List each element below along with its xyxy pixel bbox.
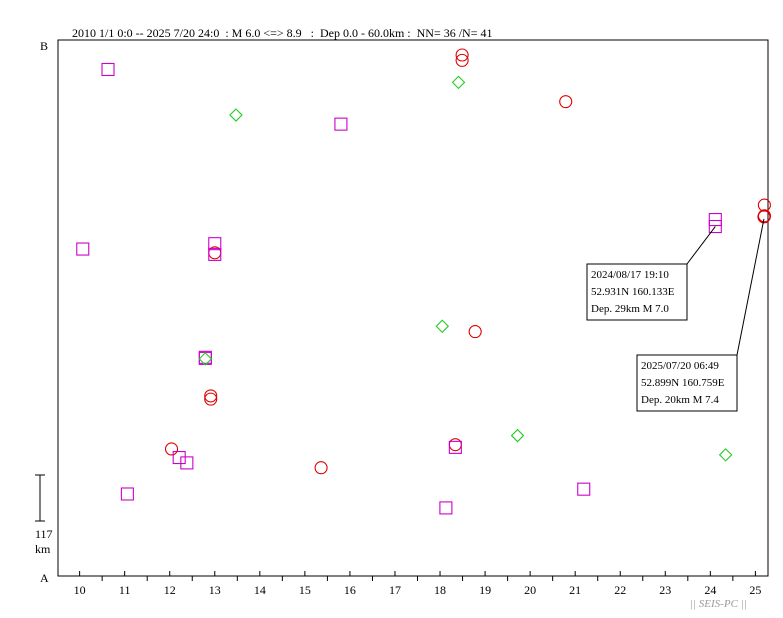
circle-marker: [448, 438, 462, 452]
x-tick-label: 16: [344, 583, 356, 597]
annotation-text: 52.931N 160.133E: [591, 286, 675, 298]
annotation-text: 2025/07/20 06:49: [641, 360, 719, 372]
square-marker: [334, 117, 348, 131]
x-axis-ticks: 10 11 12 13 14 15 16 17 18 19 20 21 22 23 24 25: [74, 571, 761, 597]
diamond-marker: [229, 108, 243, 122]
square-marker: [198, 351, 212, 365]
chart-header: 2010 1/1 0:0 -- 2025 7/20 24:0 : M 6.0 <…: [72, 26, 493, 40]
annotation-text: Dep. 20km M 7.4: [641, 394, 719, 406]
x-tick-label: 21: [569, 583, 581, 597]
x-tick-label: 14: [254, 583, 266, 597]
diamond-marker: [718, 448, 733, 462]
square-marker: [708, 213, 722, 227]
diamond-marker: [198, 352, 213, 366]
diamond-marker: [435, 319, 450, 334]
x-tick-label: 22: [614, 583, 626, 597]
circle-marker: [468, 325, 482, 339]
annotations: 2024/08/17 19:10 52.931N 160.133E Dep. 29k…: [586, 218, 765, 412]
annotation-text: Dep. 29km M 7.0: [591, 303, 669, 315]
square-marker: [76, 242, 90, 256]
circle-marker: [757, 210, 771, 224]
circle-marker: [204, 389, 218, 403]
x-tick-label: 23: [659, 583, 671, 597]
square-marker: [208, 247, 222, 261]
circle-marker: [455, 53, 469, 67]
annotation-box: [636, 354, 738, 412]
annotation-leader-line: [736, 218, 765, 356]
circle-marker: [204, 392, 218, 406]
x-tick-label: 19: [479, 583, 491, 597]
annotation-text: 2024/08/17 19:10: [591, 269, 669, 281]
x-tick-label: 15: [299, 583, 311, 597]
square-marker: [120, 487, 134, 501]
square-marker: [180, 456, 194, 470]
diamond-marker: [510, 428, 525, 443]
square-marker: [448, 440, 462, 454]
circle-marker: [164, 442, 179, 456]
scale-unit: km: [35, 542, 51, 556]
x-tick-label: 13: [209, 583, 221, 597]
x-tick-label: 25: [749, 583, 761, 597]
annotation-box: [586, 263, 688, 321]
circle-marker: [559, 95, 573, 109]
scale-bar: [35, 474, 45, 522]
square-marker: [208, 237, 222, 251]
x-tick-label: 18: [434, 583, 446, 597]
top-label: B: [40, 39, 48, 53]
square-marker: [708, 219, 722, 234]
x-tick-label: 24: [704, 583, 716, 597]
x-tick-label: 11: [119, 583, 131, 597]
circle-marker: [455, 48, 469, 62]
x-tick-label: 10: [74, 583, 86, 597]
plot-frame: [57, 39, 769, 577]
square-marker: [577, 482, 591, 496]
square-marker: [439, 501, 453, 515]
data-points: [76, 48, 771, 515]
x-tick-label: 20: [524, 583, 536, 597]
diamond-marker: [451, 75, 466, 90]
x-tick-label: 17: [389, 583, 401, 597]
scale-value: 117: [35, 527, 53, 541]
x-tick-label: 12: [164, 583, 176, 597]
annotation-text: 52.899N 160.759E: [641, 377, 725, 389]
annotation-leader-line: [686, 226, 716, 265]
square-marker: [101, 62, 115, 77]
square-marker: [172, 450, 186, 465]
watermark: || SEIS-PC ||: [690, 598, 747, 610]
bottom-label: A: [40, 571, 49, 585]
circle-marker: [314, 461, 328, 475]
